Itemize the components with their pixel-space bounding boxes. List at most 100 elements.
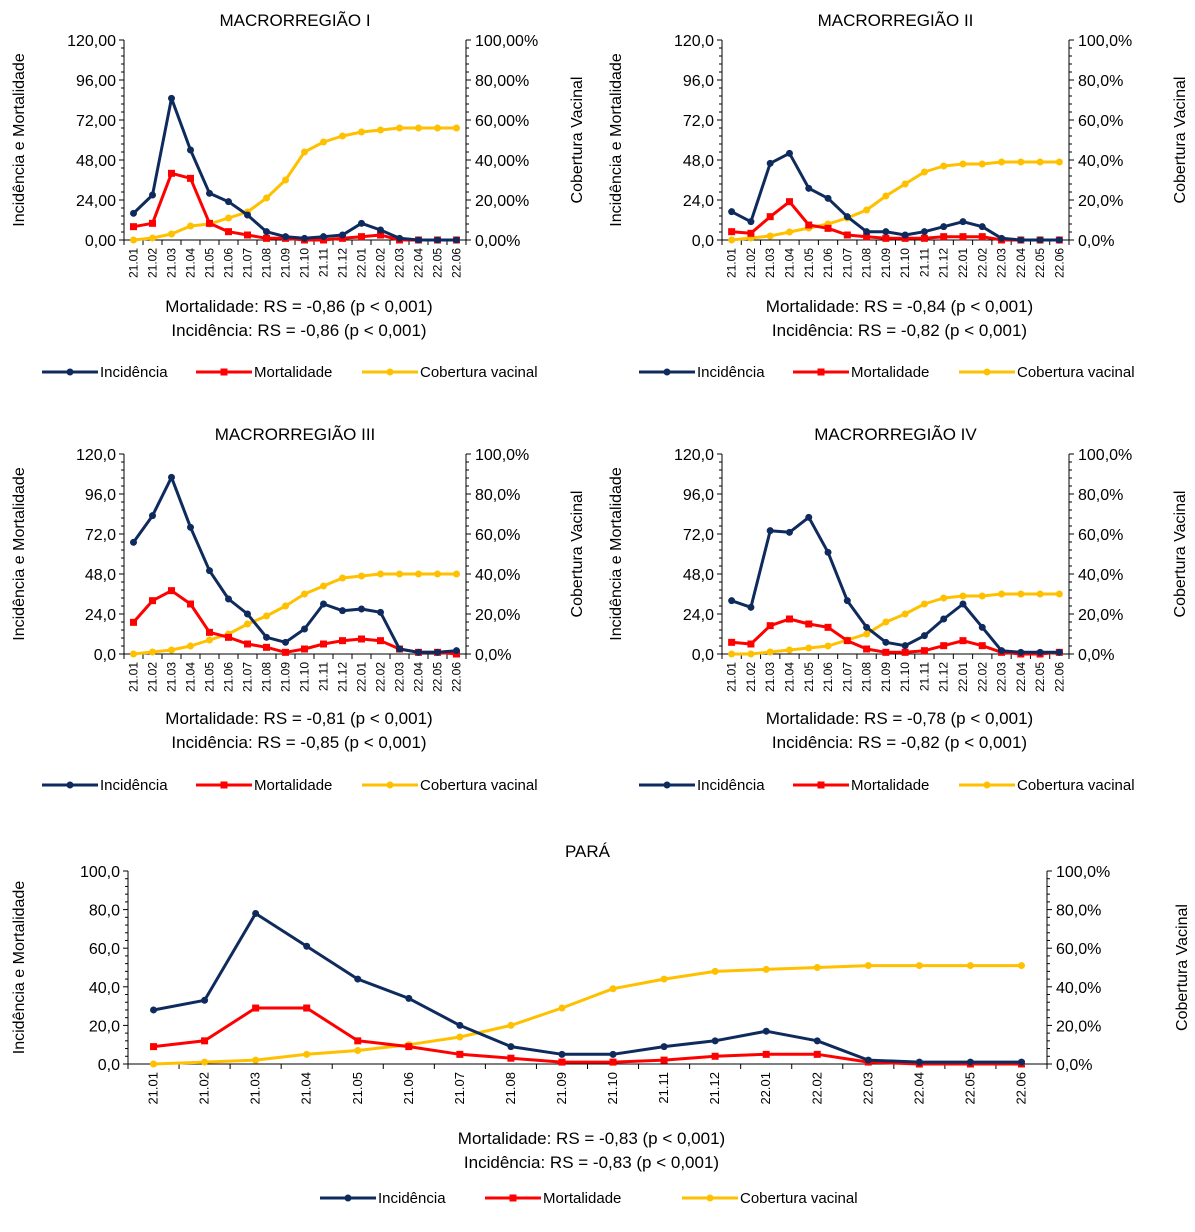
legend-label-cobertura: Cobertura vacinal <box>1017 777 1135 794</box>
point-mortalidade <box>168 587 175 595</box>
point-cobertura <box>377 126 384 134</box>
y-left-axis-label: Incidência e Mortalidade <box>11 53 28 227</box>
y-right-tick-label: 0,0% <box>1056 1057 1092 1074</box>
point-incidencia <box>1036 236 1044 244</box>
y-left-tick-label: 24,0 <box>683 193 714 210</box>
y-left-tick-label: 72,00 <box>76 113 116 130</box>
x-tick-label: 21.09 <box>879 248 893 278</box>
point-incidencia <box>339 231 346 239</box>
point-mortalidade <box>225 228 232 236</box>
y-right-tick-label: 40,0% <box>475 567 520 584</box>
x-tick-label: 21.12 <box>336 662 350 692</box>
point-mortalidade <box>882 234 890 242</box>
x-tick-label: 21.03 <box>248 1072 263 1105</box>
point-incidencia <box>405 994 413 1002</box>
y-left-tick-label: 96,0 <box>683 73 714 90</box>
legend-marker-incidencia <box>663 781 671 789</box>
legend-marker-incidencia <box>66 781 74 789</box>
x-tick-label: 21.05 <box>203 248 217 278</box>
point-mortalidade <box>863 233 871 241</box>
point-incidencia <box>187 523 194 531</box>
point-incidencia <box>728 208 736 216</box>
point-mortalidade <box>405 1043 413 1051</box>
y-right-axis-label: Cobertura Vacinal <box>1174 904 1191 1031</box>
point-mortalidade <box>558 1058 566 1066</box>
point-cobertura <box>320 582 327 590</box>
annotation-mortalidade: Mortalidade: RS = -0,78 (p < 0,001) <box>766 709 1033 728</box>
point-incidencia <box>149 512 156 520</box>
point-cobertura <box>1017 590 1025 598</box>
point-cobertura <box>785 228 793 236</box>
point-mortalidade <box>728 228 736 236</box>
x-tick-label: 21.07 <box>840 662 854 692</box>
y-right-tick-label: 100,0% <box>475 447 529 464</box>
y-right-tick-label: 100,00% <box>475 33 538 50</box>
point-incidencia <box>339 607 346 615</box>
point-cobertura <box>168 230 175 238</box>
legend: Incidência Mortalidade Cobertura vacinal <box>42 777 538 794</box>
point-incidencia <box>358 605 365 613</box>
x-tick-label: 21.05 <box>203 662 217 692</box>
x-tick-label: 21.03 <box>763 662 777 692</box>
y-left-tick-label: 72,0 <box>683 527 714 544</box>
point-cobertura <box>206 636 213 644</box>
point-mortalidade <box>339 637 346 645</box>
point-incidencia <box>959 600 967 608</box>
x-tick-label: 21.11 <box>917 662 931 691</box>
point-incidencia <box>263 228 270 236</box>
x-tick-label: 21.02 <box>744 662 758 692</box>
point-incidencia <box>1055 648 1063 656</box>
y-right-axis-label: Cobertura Vacinal <box>569 77 586 204</box>
chart-title: MACRORREGIÃO I <box>219 11 370 30</box>
point-incidencia <box>1017 236 1025 244</box>
legend-label-incidencia: Incidência <box>100 777 168 794</box>
point-mortalidade <box>244 231 251 239</box>
point-mortalidade <box>813 1050 821 1058</box>
point-incidencia <box>805 513 813 521</box>
x-tick-label: 22.06 <box>1052 662 1066 692</box>
y-right-tick-label: 80,00% <box>475 73 529 90</box>
point-incidencia <box>453 236 460 244</box>
legend-label-mortalidade: Mortalidade <box>851 364 929 381</box>
point-mortalidade <box>978 642 986 650</box>
point-cobertura <box>762 965 770 973</box>
series-line-mortalidade <box>731 617 1060 656</box>
point-incidencia <box>507 1043 515 1051</box>
point-cobertura <box>864 962 872 970</box>
x-tick-label: 22.03 <box>995 662 1009 692</box>
y-left-tick-label: 48,0 <box>683 567 714 584</box>
legend-marker-cobertura <box>706 1194 714 1202</box>
chart-svg: PARÁ 0,0 0,0% 20,0 20,0% 40,0 40,0% 60,0 60,0% 80… <box>11 842 1191 1207</box>
point-mortalidade <box>747 229 755 237</box>
x-tick-label: 22.06 <box>1013 1072 1028 1105</box>
point-mortalidade <box>187 174 194 182</box>
x-tick-label: 21.09 <box>279 662 293 692</box>
legend-label-mortalidade: Mortalidade <box>254 364 332 381</box>
y-left-tick-label: 96,00 <box>76 73 116 90</box>
point-incidencia <box>728 597 736 605</box>
y-left-axis-label: Incidência e Mortalidade <box>11 881 28 1055</box>
y-right-tick-label: 0,0% <box>1078 233 1114 250</box>
x-tick-label: 21.01 <box>127 248 141 278</box>
y-left-axis-label: Incidência e Mortalidade <box>608 53 625 227</box>
x-tick-label: 21.02 <box>197 1072 212 1105</box>
point-incidencia <box>882 638 890 646</box>
point-mortalidade <box>882 648 890 656</box>
point-mortalidade <box>282 648 289 656</box>
legend-marker-mortalidade <box>817 781 825 789</box>
x-tick-label: 21.05 <box>802 662 816 692</box>
point-mortalidade <box>863 645 871 653</box>
y-left-axis-label: Incidência e Mortalidade <box>11 467 28 641</box>
x-tick-label: 22.05 <box>962 1072 977 1105</box>
x-tick-label: 21.03 <box>763 248 777 278</box>
point-mortalidade <box>244 640 251 648</box>
y-left-tick-label: 120,00 <box>67 33 116 50</box>
x-tick-label: 22.04 <box>412 662 426 692</box>
y-right-tick-label: 60,0% <box>1056 941 1101 958</box>
y-right-tick-label: 60,0% <box>1078 113 1123 130</box>
legend-label-cobertura: Cobertura vacinal <box>1017 364 1135 381</box>
point-cobertura <box>882 618 890 626</box>
point-incidencia <box>456 1021 464 1029</box>
x-tick-label: 21.03 <box>165 248 179 278</box>
legend-label-incidencia: Incidência <box>378 1190 446 1207</box>
